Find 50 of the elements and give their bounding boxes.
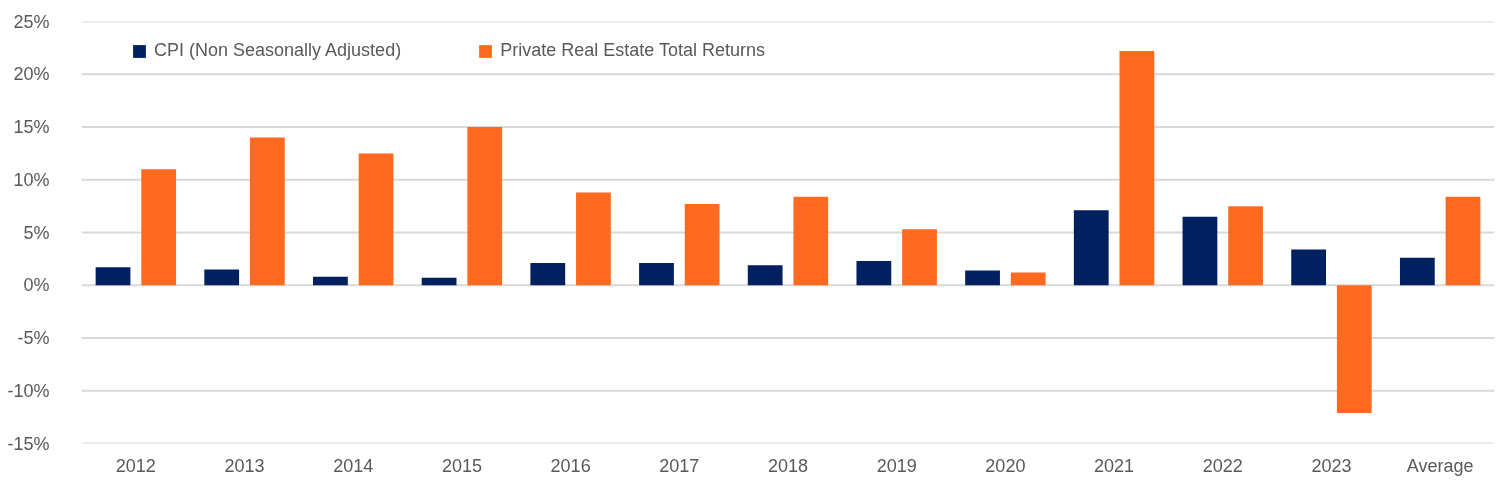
bar	[421, 277, 457, 286]
x-tick-label: 2012	[115, 455, 156, 476]
x-tick-label: 2020	[985, 455, 1026, 476]
x-tick-label: 2014	[333, 455, 374, 476]
bar	[1291, 249, 1327, 286]
x-tick-label: 2021	[1094, 455, 1135, 476]
bar	[684, 204, 720, 286]
bar	[965, 270, 1000, 286]
x-tick-label: Average	[1406, 455, 1474, 476]
bar	[1182, 216, 1218, 286]
bar	[467, 127, 503, 286]
bar	[204, 269, 240, 286]
legend-label: CPI (Non Seasonally Adjusted)	[154, 40, 402, 61]
x-tick-label: 2016	[550, 455, 591, 476]
bar	[358, 153, 394, 286]
x-tick-label: 2013	[224, 455, 265, 476]
bar	[1336, 285, 1372, 413]
y-tick-label: -10%	[7, 380, 50, 401]
bar	[141, 169, 177, 286]
y-tick-label: 20%	[13, 64, 50, 85]
bar	[1119, 51, 1155, 286]
bar	[530, 263, 566, 286]
y-tick-label: 0%	[23, 275, 50, 296]
y-tick-label: 10%	[13, 169, 50, 190]
y-tick-label: 5%	[23, 222, 50, 243]
x-tick-label: 2018	[767, 455, 809, 476]
bar	[793, 196, 829, 286]
x-tick-label: 2023	[1311, 455, 1352, 476]
bar	[902, 229, 937, 286]
bar	[639, 263, 674, 286]
x-tick-label: 2022	[1202, 455, 1243, 476]
bar	[1010, 272, 1046, 286]
x-tick-label: 2019	[876, 455, 917, 476]
y-tick-label: -5%	[17, 328, 50, 348]
y-tick-label: 25%	[13, 11, 50, 32]
bar	[249, 137, 285, 286]
y-tick-label: -15%	[7, 433, 50, 454]
bar	[95, 267, 131, 286]
bar	[1445, 196, 1481, 286]
bar	[856, 260, 892, 286]
x-tick-label: 2017	[659, 455, 700, 476]
bar	[1399, 257, 1435, 286]
bar	[1073, 210, 1109, 286]
legend-label: Private Real Estate Total Returns	[500, 40, 765, 61]
bar	[576, 192, 611, 286]
x-tick-label: 2015	[441, 455, 482, 476]
bar	[1228, 206, 1263, 286]
bar	[747, 265, 783, 286]
y-tick-label: 15%	[13, 117, 50, 137]
bar	[313, 276, 348, 286]
